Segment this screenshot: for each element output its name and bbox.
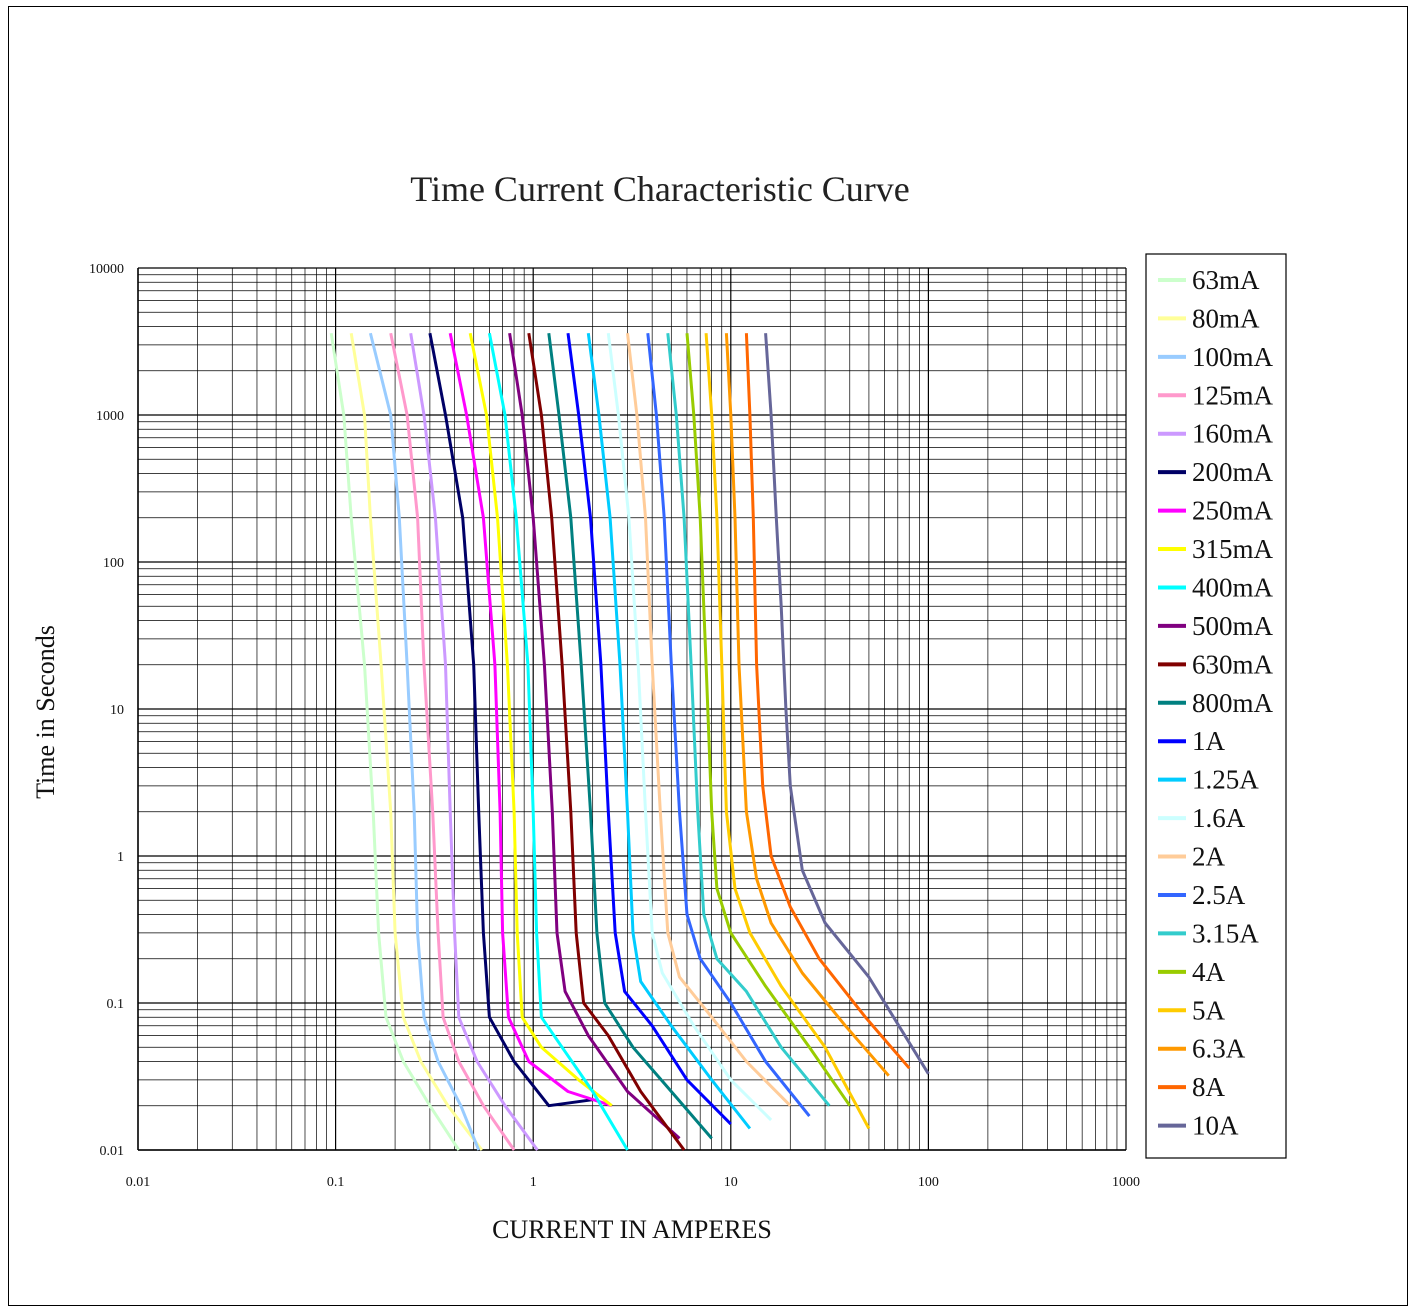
curve-630mA	[527, 332, 686, 1151]
legend-label: 6.3A	[1192, 1034, 1246, 1064]
y-tick-labels: 0.01 0.1 1 10 100 1000 10000	[89, 262, 124, 1159]
legend-label: 2.5A	[1192, 880, 1246, 910]
legend-label: 250mA	[1192, 496, 1274, 526]
x-axis-label: CURRENT IN AMPERES	[492, 1215, 772, 1244]
legend-label: 125mA	[1192, 380, 1274, 410]
curve-100mA	[368, 332, 481, 1151]
curve-2A	[626, 333, 792, 1107]
y-tick-label: 100	[103, 556, 124, 571]
x-tick-label: 0.1	[327, 1175, 345, 1190]
y-tick-label: 0.1	[107, 997, 125, 1012]
legend-label: 5A	[1192, 995, 1226, 1025]
x-tick-label: 1000	[1112, 1175, 1140, 1190]
x-tick-labels: 0.01 0.1 1 10 100 1000	[126, 1175, 1140, 1190]
chart-svg: 0.01 0.1 1 10 100 1000 0.01 0.1 1 10 100 1000 10000…	[31, 253, 1287, 1244]
curve-2.5A	[646, 333, 811, 1118]
curves	[329, 332, 930, 1151]
legend-label: 63mA	[1192, 265, 1260, 295]
x-tick-label: 100	[918, 1175, 939, 1190]
legend-label: 4A	[1192, 957, 1226, 987]
plot-border	[137, 267, 1127, 1151]
curve-4A	[685, 333, 852, 1107]
legend-label: 630mA	[1192, 649, 1274, 679]
chart-title: Time Current Characteristic Curve	[410, 169, 910, 209]
legend-label: 800mA	[1192, 688, 1274, 718]
legend-label: 8A	[1192, 1072, 1226, 1102]
curve-250mA	[448, 332, 613, 1108]
legend-label: 1.6A	[1192, 803, 1246, 833]
curve-160mA	[409, 332, 539, 1151]
y-axis-label: Time in Seconds	[31, 625, 60, 799]
curve-8A	[744, 333, 911, 1070]
legend-box	[1145, 253, 1287, 1159]
curve-400mA	[487, 332, 629, 1151]
y-tick-label: 10	[110, 703, 124, 718]
curve-1A	[566, 333, 732, 1126]
curve-200mA	[428, 332, 593, 1108]
curve-5A	[704, 333, 871, 1130]
legend-label: 2A	[1192, 842, 1226, 872]
legend-label: 500mA	[1192, 611, 1274, 641]
curve-500mA	[508, 332, 681, 1140]
legend: 63mA 80mA 100mA 125mA 160mA 200mA 250mA 315mA 40…	[1145, 253, 1287, 1159]
legend-label: 1A	[1192, 726, 1226, 756]
curve-125mA	[389, 332, 516, 1151]
curve-80mA	[349, 332, 484, 1151]
curve-1.25A	[586, 333, 752, 1130]
legend-label: 315mA	[1192, 534, 1274, 564]
legend-label: 80mA	[1192, 303, 1260, 333]
curve-6.3A	[724, 333, 890, 1077]
legend-label: 160mA	[1192, 419, 1274, 449]
y-tick-label: 1	[117, 850, 124, 865]
x-tick-label: 1	[530, 1175, 537, 1190]
legend-label: 3.15A	[1192, 918, 1259, 948]
legend-label: 100mA	[1192, 342, 1274, 372]
curve-800mA	[547, 333, 713, 1140]
curve-3.15A	[666, 333, 831, 1107]
y-tick-label: 0.01	[100, 1144, 125, 1159]
y-tick-label: 1000	[96, 409, 124, 424]
curve-1.6A	[606, 333, 773, 1122]
legend-label: 200mA	[1192, 457, 1274, 487]
x-tick-label: 0.01	[126, 1175, 151, 1190]
grid	[137, 268, 1126, 1151]
legend-label: 400mA	[1192, 572, 1274, 602]
legend-label: 10A	[1192, 1111, 1239, 1141]
x-tick-label: 10	[724, 1175, 738, 1190]
y-tick-label: 10000	[89, 262, 124, 277]
legend-label: 1.25A	[1192, 765, 1259, 795]
curve-315mA	[468, 332, 613, 1107]
curve-63mA	[329, 332, 461, 1151]
curve-10A	[764, 333, 930, 1075]
